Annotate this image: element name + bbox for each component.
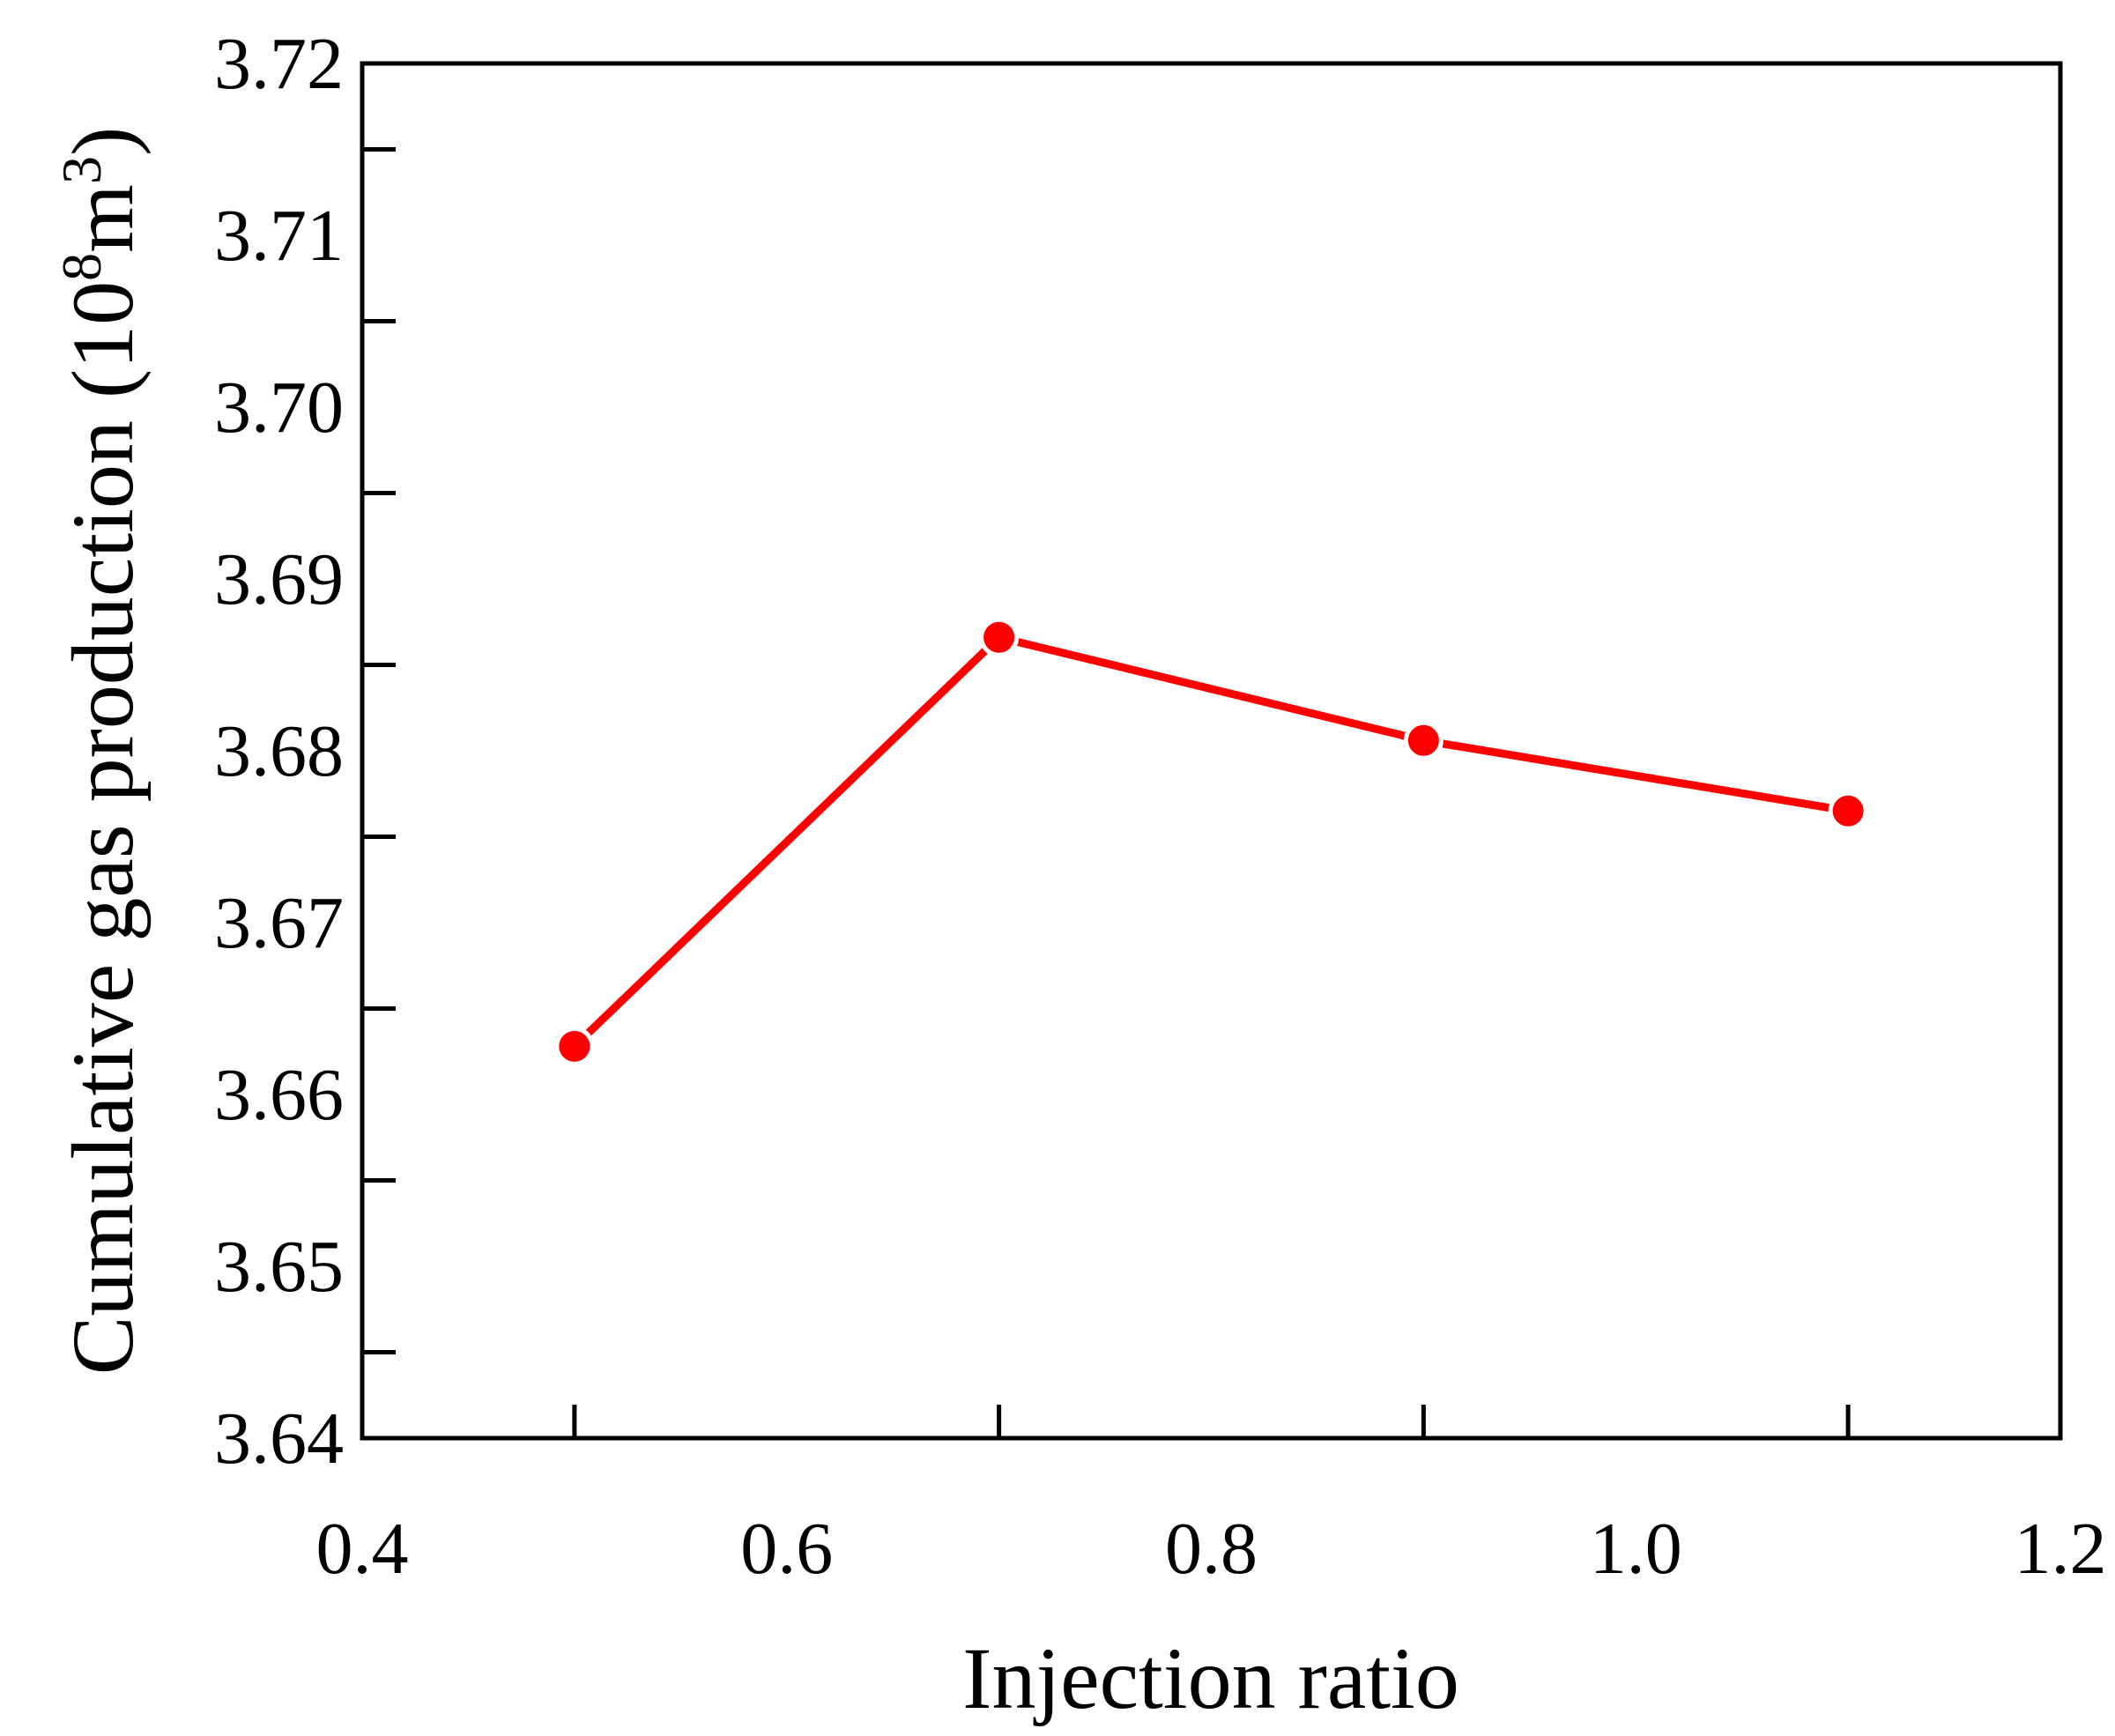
x-tick-label: 1.2 <box>2015 1508 2107 1590</box>
y-axis-title-main: Cumulative gas production (10 <box>54 281 152 1375</box>
y-axis-title-end: ) <box>54 127 152 156</box>
data-point <box>554 1026 595 1066</box>
x-tick-label: 0.6 <box>740 1508 833 1590</box>
series-line <box>570 633 1852 1050</box>
data-point <box>979 617 1020 657</box>
series-layer <box>554 617 1868 1066</box>
y-tick-label: 3.68 <box>214 710 344 792</box>
x-tick-label: 0.8 <box>1165 1508 1258 1590</box>
x-tick-labels: 0.4 0.6 0.8 1.0 1.2 <box>316 1508 2107 1590</box>
data-point <box>1403 720 1443 760</box>
y-tick-label: 3.71 <box>214 195 344 277</box>
x-axis-title: Injection ratio <box>962 1629 1459 1727</box>
y-axis-title-sup-3: 3 <box>50 156 113 184</box>
plot-frame <box>360 61 2063 1441</box>
y-tick-label: 3.72 <box>214 23 344 105</box>
axis-ticks <box>362 147 1851 1438</box>
y-axis-title-sup-8: 8 <box>50 253 113 281</box>
data-point <box>1828 790 1868 831</box>
y-tick-label: 3.64 <box>214 1398 344 1480</box>
y-tick-label: 3.69 <box>214 538 344 620</box>
y-tick-label: 3.65 <box>214 1226 344 1308</box>
x-tick-label: 1.0 <box>1590 1508 1682 1590</box>
y-axis-title: Cumulative gas production (108m3) <box>50 127 152 1376</box>
y-tick-label: 3.67 <box>214 882 344 964</box>
x-tick-label: 0.4 <box>316 1508 409 1590</box>
y-axis-title-unit: m <box>54 184 152 253</box>
y-tick-label: 3.66 <box>214 1054 344 1136</box>
y-tick-labels: 3.64 3.65 3.66 3.67 3.68 3.69 3.70 3.71 3.72 <box>214 23 344 1480</box>
y-tick-label: 3.70 <box>214 367 344 449</box>
